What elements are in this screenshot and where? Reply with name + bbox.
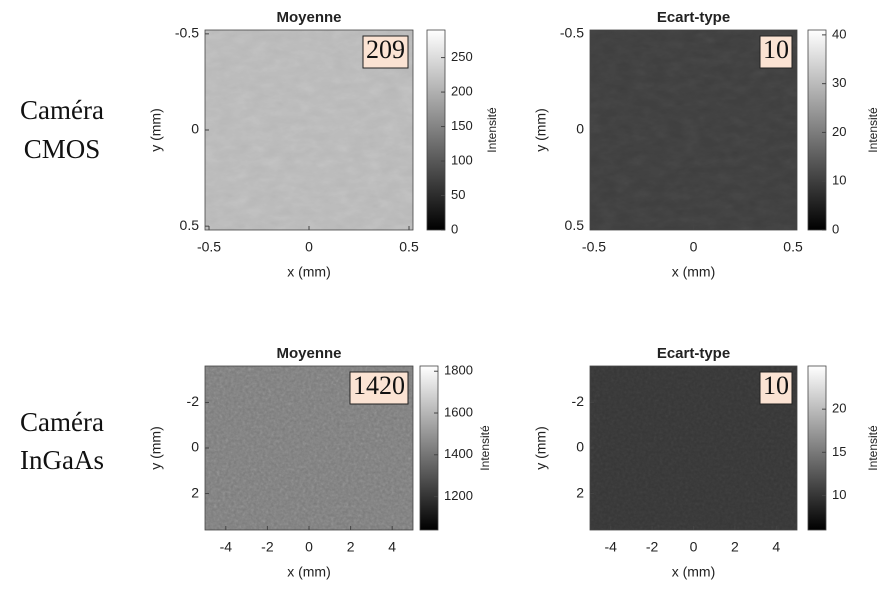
y-tick-label: 0.5 (565, 217, 585, 233)
colorbar-tick-label: 1800 (444, 363, 473, 378)
annotation: 1420 (353, 371, 405, 400)
x-axis-label: x (mm) (287, 564, 331, 580)
colorbar-tick-label: 200 (451, 84, 473, 99)
colorbar-label: Intensité (866, 425, 878, 471)
y-tick-label: -2 (572, 393, 585, 409)
y-tick-label: -0.5 (175, 25, 199, 41)
chart-title: Moyenne (276, 345, 341, 362)
colorbar-tick-label: 10 (832, 487, 846, 502)
colorbar-tick-label: 40 (832, 26, 846, 41)
row-label: Caméra (20, 95, 104, 125)
annotation: 209 (366, 35, 405, 64)
colorbar (419, 365, 439, 531)
chart-title: Ecart-type (657, 9, 730, 26)
x-tick-label: 0 (690, 239, 698, 255)
x-tick-label: 0.5 (783, 239, 803, 255)
colorbar-tick-label: 1600 (444, 404, 473, 419)
y-tick-label: 0.5 (180, 217, 200, 233)
row-label: Caméra (20, 407, 104, 437)
annotation: 10 (763, 35, 789, 64)
row-label: InGaAs (20, 445, 104, 475)
x-axis-label: x (mm) (287, 264, 331, 280)
y-tick-label: 0 (191, 121, 199, 137)
colorbar-tick-label: 20 (832, 401, 846, 416)
x-tick-label: 4 (388, 539, 396, 555)
x-tick-label: 0 (690, 539, 698, 555)
x-tick-label: 0 (305, 239, 313, 255)
chart-title: Moyenne (276, 9, 341, 26)
x-tick-label: -0.5 (197, 239, 221, 255)
colorbar (807, 365, 827, 531)
x-axis-label: x (mm) (672, 564, 716, 580)
y-tick-label: -2 (187, 393, 200, 409)
y-axis-label: y (mm) (148, 426, 164, 470)
y-tick-label: -0.5 (560, 25, 584, 41)
x-tick-label: 2 (731, 539, 739, 555)
colorbar (426, 29, 446, 231)
x-tick-label: -0.5 (582, 239, 606, 255)
y-tick-label: 2 (191, 484, 199, 500)
colorbar-tick-label: 250 (451, 49, 473, 64)
y-tick-label: 0 (191, 439, 199, 455)
y-tick-label: 2 (576, 484, 584, 500)
y-axis-label: y (mm) (533, 426, 549, 470)
annotation-box (759, 35, 793, 69)
colorbar-label: Intensité (485, 107, 499, 153)
annotation-box (349, 371, 409, 405)
annotation: 10 (763, 371, 789, 400)
chart-title: Ecart-type (657, 345, 730, 362)
y-axis-label: y (mm) (533, 108, 549, 152)
colorbar-tick-label: 30 (832, 75, 846, 90)
colorbar-tick-label: 1200 (444, 488, 473, 503)
x-tick-label: 4 (772, 539, 780, 555)
y-tick-label: 0 (576, 121, 584, 137)
colorbar-tick-label: 100 (451, 152, 473, 167)
colorbar-label: Intensité (866, 107, 878, 153)
colorbar-tick-label: 1400 (444, 446, 473, 461)
x-tick-label: -4 (220, 539, 233, 555)
x-tick-label: -4 (604, 539, 617, 555)
colorbar (807, 29, 827, 231)
colorbar-tick-label: 10 (832, 173, 846, 188)
y-tick-label: 0 (576, 439, 584, 455)
x-tick-label: 0 (305, 539, 313, 555)
colorbar-label: Intensité (478, 425, 492, 471)
x-tick-label: 0.5 (399, 239, 419, 255)
x-axis-label: x (mm) (672, 264, 716, 280)
annotation-box (362, 35, 409, 69)
x-tick-label: -2 (261, 539, 274, 555)
x-tick-label: -2 (646, 539, 659, 555)
colorbar-tick-label: 50 (451, 187, 465, 202)
colorbar-tick-label: 15 (832, 444, 846, 459)
row-label: CMOS (24, 134, 101, 164)
colorbar-tick-label: 20 (832, 124, 846, 139)
colorbar-tick-label: 0 (451, 221, 458, 236)
x-tick-label: 2 (347, 539, 355, 555)
y-axis-label: y (mm) (148, 108, 164, 152)
colorbar-tick-label: 0 (832, 221, 839, 236)
colorbar-tick-label: 150 (451, 118, 473, 133)
annotation-box (759, 371, 793, 405)
